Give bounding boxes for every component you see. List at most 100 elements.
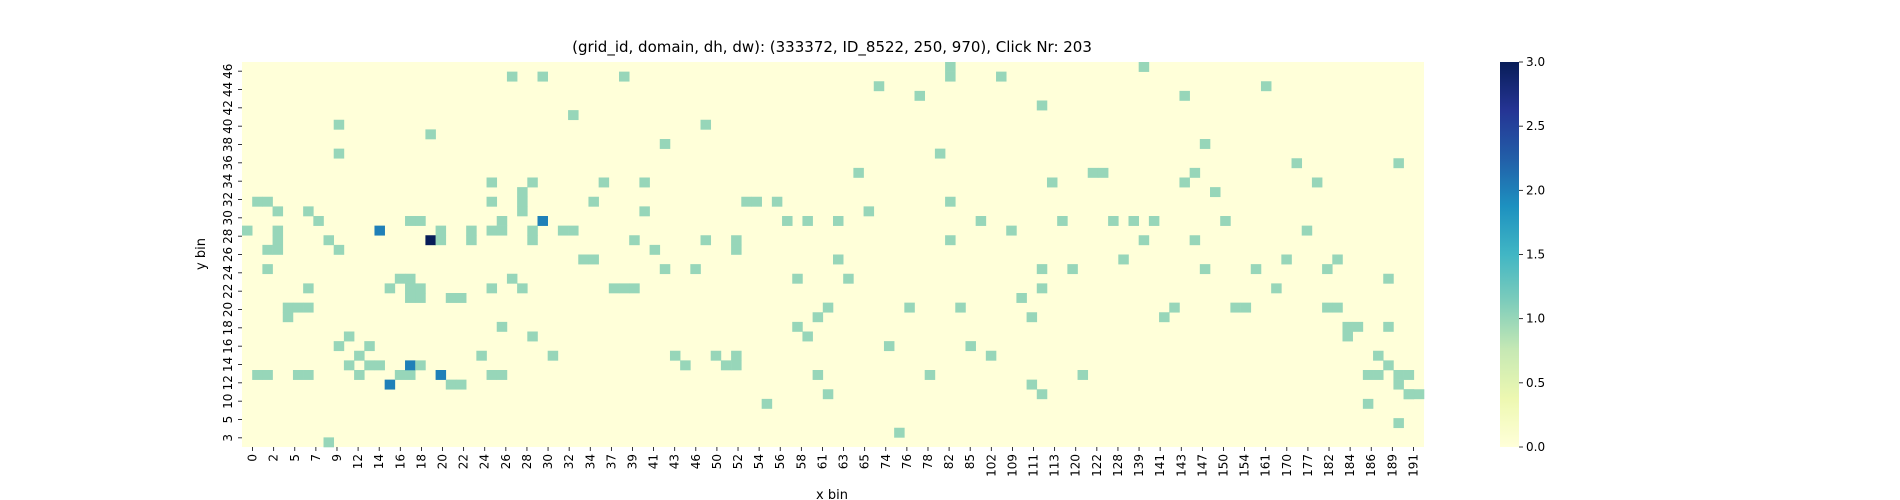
heatmap-cell <box>313 216 324 226</box>
x-tick-label: 41 <box>647 454 661 469</box>
x-tick-label: 9 <box>330 454 344 462</box>
heatmap-cell <box>506 273 518 284</box>
heatmap-cell <box>333 148 345 159</box>
y-tick-label: 30 <box>221 210 235 225</box>
heatmap-cell <box>934 148 946 159</box>
heatmap-cell <box>1403 370 1415 380</box>
heatmap-cell <box>598 177 610 188</box>
heatmap-cell <box>262 264 273 275</box>
x-tick-label: 58 <box>794 454 808 469</box>
heatmap-cell <box>649 244 661 255</box>
heatmap-cell <box>792 321 803 332</box>
heatmap-cell <box>445 293 457 303</box>
colorbar-tick-label: 3.0 <box>1526 55 1545 69</box>
heatmap-cell <box>1077 370 1089 380</box>
heatmap-cell <box>496 370 508 380</box>
heatmap-cell <box>659 264 671 275</box>
colorbar-tick-label: 1.5 <box>1526 248 1545 262</box>
heatmap-cell <box>710 350 722 361</box>
y-tick-label: 46 <box>221 64 235 79</box>
heatmap-cell <box>1016 293 1027 303</box>
heatmap-cell <box>343 360 355 371</box>
heatmap-cell <box>802 331 813 342</box>
heatmap-cell <box>1189 235 1201 246</box>
x-tick-label: 18 <box>414 454 428 469</box>
heatmap-cell <box>822 302 834 313</box>
heatmap-cell <box>517 283 528 294</box>
heatmap-cell <box>975 216 987 226</box>
heatmap-cell <box>945 235 956 246</box>
x-tick-label: 28 <box>520 454 534 469</box>
heatmap-cell <box>1373 370 1384 380</box>
heatmap-cell <box>1332 254 1343 265</box>
x-tick-label: 74 <box>879 454 893 469</box>
x-tick-label: 22 <box>457 454 471 469</box>
x-tick-label: 7 <box>309 454 323 462</box>
heatmap-cell <box>833 254 844 265</box>
heatmap-cell <box>1332 302 1343 313</box>
x-tick-label: 141 <box>1153 454 1167 477</box>
heatmap-cell <box>731 235 742 246</box>
heatmap-cell <box>1159 312 1170 323</box>
heatmap-cells <box>242 62 1425 448</box>
x-tick-label: 120 <box>1069 454 1083 477</box>
heatmap-cell <box>1291 158 1303 169</box>
heatmap-cell <box>1393 418 1404 429</box>
x-tick-label: 43 <box>668 454 682 469</box>
heatmap-cell <box>435 235 447 246</box>
y-tick-label: 16 <box>221 339 235 354</box>
y-tick-label: 22 <box>221 284 235 299</box>
x-tick-label: 122 <box>1090 454 1104 477</box>
heatmap-cell <box>527 331 538 342</box>
heatmap-cell <box>1383 321 1394 332</box>
heatmap-cell <box>1036 283 1048 294</box>
heatmap-cell <box>435 225 447 236</box>
y-tick-label: 36 <box>221 155 235 170</box>
x-tick-label: 85 <box>963 454 977 469</box>
heatmap-cell <box>1210 187 1221 198</box>
heatmap-cell <box>333 244 345 255</box>
heatmap-cell <box>1383 360 1394 371</box>
heatmap-cell <box>1148 216 1160 226</box>
heatmap-cell <box>741 196 752 207</box>
heatmap-cell <box>272 206 284 217</box>
heatmap-cell <box>751 196 762 207</box>
heatmap-cell <box>445 379 457 390</box>
heatmap-cell <box>506 71 518 82</box>
heatmap-cell <box>384 379 396 390</box>
heatmap-cell <box>547 350 559 361</box>
x-tick-label: 109 <box>1005 454 1019 477</box>
x-tick-label: 150 <box>1217 454 1231 477</box>
heatmap-cell <box>252 370 263 380</box>
y-tick-label: 18 <box>221 320 235 335</box>
heatmap-cell <box>415 360 426 371</box>
y-tick-label: 20 <box>221 302 235 317</box>
x-tick-label: 2 <box>267 454 281 462</box>
x-tick-label: 14 <box>372 454 386 469</box>
heatmap-cell <box>405 370 416 380</box>
heatmap-cell <box>496 321 508 332</box>
heatmap-cell <box>303 370 314 380</box>
heatmap-cell <box>1036 389 1048 400</box>
heatmap-cell <box>883 341 895 352</box>
heatmap-cell <box>527 225 538 236</box>
heatmap-cell <box>1128 216 1139 226</box>
x-tick-label: 128 <box>1111 454 1125 477</box>
heatmap-cell <box>588 196 599 207</box>
x-tick-label: 52 <box>731 454 745 469</box>
y-axis-ticks: 46 44 42 40 38 36 34 32 30 28 26 24 22 20 18 16 14 12 10 5 3 <box>221 64 242 442</box>
colorbar-tick-label: 1.0 <box>1526 312 1545 326</box>
y-tick-label: 42 <box>221 100 235 115</box>
heatmap-cell <box>1026 312 1038 323</box>
heatmap-cell <box>415 216 426 226</box>
x-tick-label: 154 <box>1238 454 1252 477</box>
chart-title: (grid_id, domain, dh, dw): (333372, ID_8… <box>572 38 1092 57</box>
heatmap-cell <box>1087 167 1099 178</box>
y-tick-label: 5 <box>221 416 235 424</box>
heatmap-cell <box>782 216 793 226</box>
heatmap-cell <box>731 244 742 255</box>
heatmap-cell <box>700 119 712 130</box>
x-tick-label: 20 <box>436 454 450 469</box>
heatmap-cell <box>792 273 803 284</box>
y-tick-label: 14 <box>221 357 235 372</box>
